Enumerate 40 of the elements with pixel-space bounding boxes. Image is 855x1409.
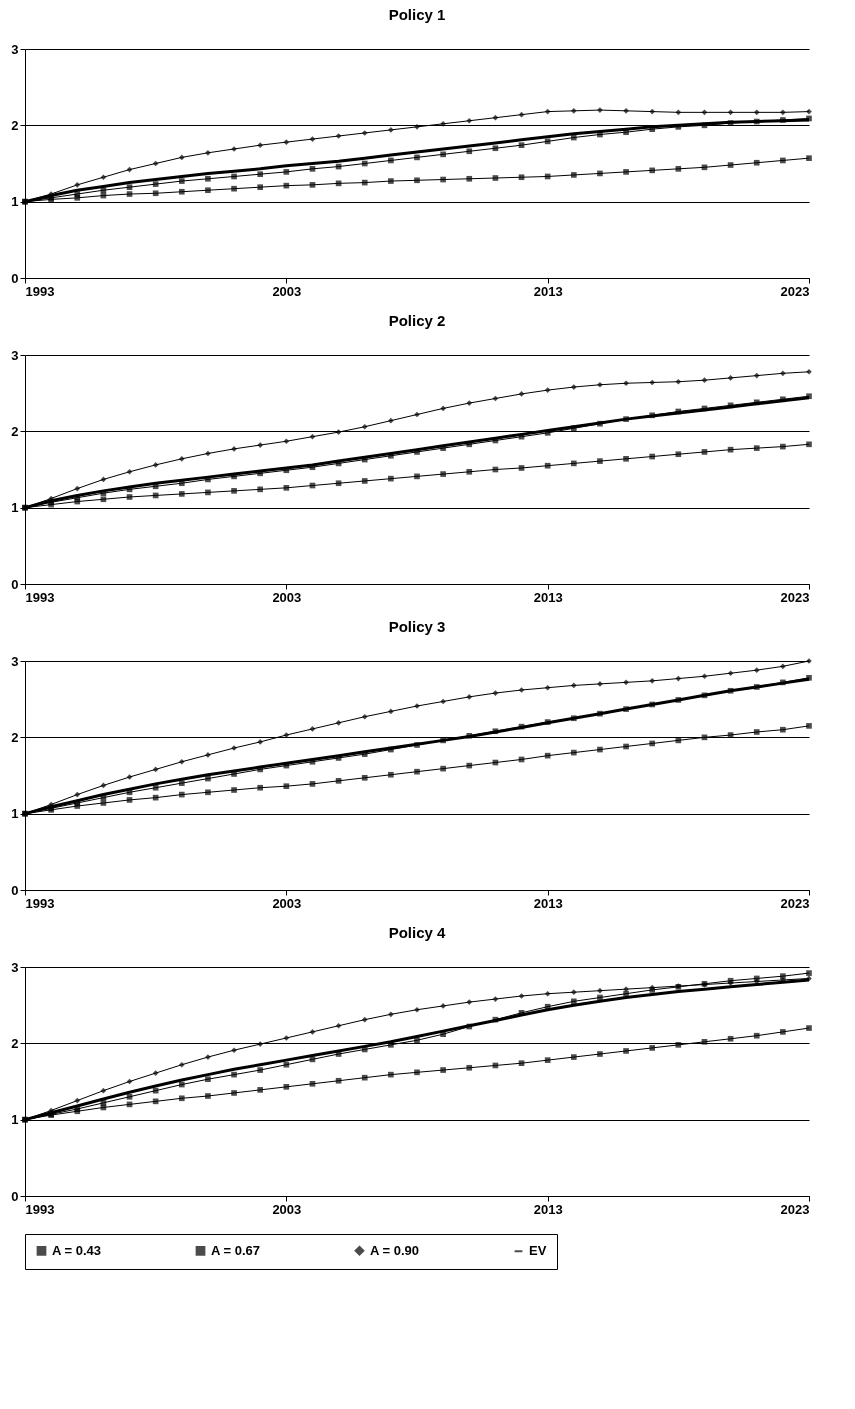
y-tick-label: 0 — [11, 1188, 19, 1204]
y-tick-label: 0 — [11, 576, 19, 592]
chart-title: Policy 2 — [388, 312, 446, 329]
legend-label: A = 0.67 — [211, 1242, 261, 1258]
x-tick-label: 1993 — [25, 1201, 55, 1217]
x-tick-label: 2023 — [780, 283, 810, 299]
x-tick-label: 2013 — [533, 1201, 563, 1217]
chart-title: Policy 3 — [388, 618, 446, 635]
chart-title: Policy 1 — [388, 6, 446, 23]
x-tick-label: 2013 — [533, 895, 563, 911]
y-tick-label: 2 — [11, 423, 19, 439]
y-tick-label: 1 — [11, 194, 19, 210]
x-tick-label: 2023 — [780, 895, 810, 911]
y-tick-label: 0 — [11, 882, 19, 898]
y-tick-label: 2 — [11, 117, 19, 133]
y-tick-label: 3 — [11, 41, 19, 57]
y-tick-label: 1 — [11, 500, 19, 516]
x-tick-label: 2003 — [272, 895, 302, 911]
y-tick-label: 2 — [11, 1035, 19, 1051]
legend-label: A = 0.43 — [52, 1242, 102, 1258]
x-tick-label: 2013 — [533, 283, 563, 299]
x-tick-label: 2013 — [533, 589, 563, 605]
x-tick-label: 1993 — [25, 283, 55, 299]
y-tick-label: 3 — [11, 653, 19, 669]
y-tick-label: 2 — [11, 729, 19, 745]
chart-title: Policy 4 — [388, 924, 446, 941]
x-tick-label: 1993 — [25, 895, 55, 911]
y-tick-label: 3 — [11, 959, 19, 975]
x-tick-label: 2023 — [780, 589, 810, 605]
y-tick-label: 1 — [11, 1112, 19, 1128]
legend-label: EV — [529, 1243, 547, 1259]
x-tick-label: 1993 — [25, 589, 55, 605]
y-tick-label: 1 — [11, 806, 19, 822]
y-tick-label: 3 — [11, 347, 19, 363]
x-tick-label: 2003 — [272, 283, 302, 299]
x-tick-label: 2023 — [780, 1201, 810, 1217]
legend-label: A = 0.90 — [370, 1242, 420, 1258]
x-tick-label: 2003 — [272, 1201, 302, 1217]
x-tick-label: 2003 — [272, 589, 302, 605]
y-tick-label: 0 — [11, 270, 19, 286]
